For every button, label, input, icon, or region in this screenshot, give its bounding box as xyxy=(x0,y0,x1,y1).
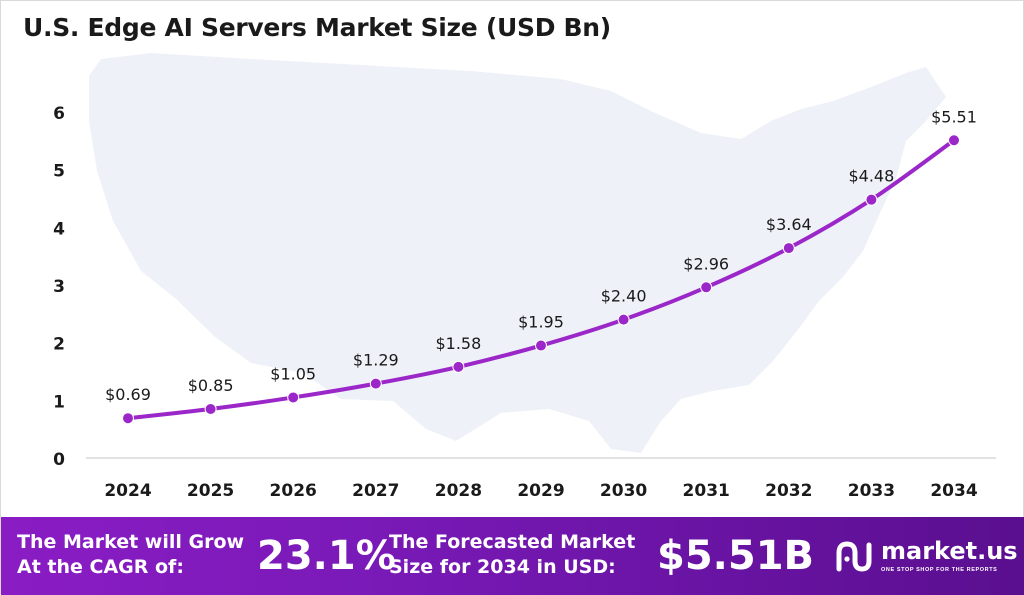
data-label: $0.69 xyxy=(105,385,151,404)
data-point xyxy=(865,193,878,206)
brand-name: market.us xyxy=(881,537,1018,565)
data-point xyxy=(700,281,713,294)
data-point xyxy=(204,402,217,415)
data-label: $5.51 xyxy=(931,107,977,126)
data-point xyxy=(782,242,795,255)
x-tick-label: 2033 xyxy=(848,481,895,501)
brand-tagline: ONE STOP SHOP FOR THE REPORTS xyxy=(881,567,998,573)
y-tick-label: 0 xyxy=(53,450,65,470)
chart-title: U.S. Edge AI Servers Market Size (USD Bn… xyxy=(23,13,611,42)
cagr-value: 23.1% xyxy=(257,533,396,579)
data-label: $1.29 xyxy=(353,351,399,370)
data-label: $1.95 xyxy=(518,313,564,332)
x-tick-label: 2032 xyxy=(765,481,812,501)
x-tick-label: 2024 xyxy=(104,481,151,501)
x-tick-label: 2029 xyxy=(517,481,564,501)
brand-logo[interactable]: market.us ONE STOP SHOP FOR THE REPORTS xyxy=(835,537,1021,581)
data-label: $2.40 xyxy=(601,287,647,306)
x-tick-label: 2026 xyxy=(270,481,317,501)
x-tick-label: 2030 xyxy=(600,481,647,501)
y-tick-label: 4 xyxy=(53,219,65,239)
usa-map-background xyxy=(89,53,946,453)
y-tick-label: 5 xyxy=(53,162,65,182)
y-tick-label: 6 xyxy=(53,104,65,124)
data-label: $4.48 xyxy=(848,167,894,186)
data-point xyxy=(948,134,960,147)
x-tick-label: 2034 xyxy=(930,481,977,501)
y-tick-label: 1 xyxy=(53,392,65,412)
y-tick-label: 3 xyxy=(53,277,65,297)
forecast-label: The Forecasted Market Size for 2034 in U… xyxy=(389,531,636,578)
data-point xyxy=(617,313,630,326)
data-label: $2.96 xyxy=(683,254,729,273)
data-label: $0.85 xyxy=(188,376,234,395)
x-tick-label: 2031 xyxy=(683,481,730,501)
x-tick-label: 2028 xyxy=(435,481,482,501)
cagr-label: The Market will Grow At the CAGR of: xyxy=(17,531,245,578)
footer-banner: The Market will Grow At the CAGR of: 23.… xyxy=(1,517,1024,595)
forecast-value: $5.51B xyxy=(657,533,815,579)
data-label: $3.64 xyxy=(766,215,812,234)
data-point xyxy=(369,377,382,390)
data-point xyxy=(535,339,547,352)
data-label: $1.05 xyxy=(270,364,316,383)
data-point xyxy=(452,360,465,373)
x-tick-label: 2027 xyxy=(352,481,399,501)
x-tick-label: 2025 xyxy=(187,481,234,501)
data-point xyxy=(287,391,300,404)
data-point xyxy=(122,412,134,425)
line-chart: 0 1 2 3 4 5 6 2024 2025 2026 2027 2028 2029 2030 2031 2… xyxy=(53,53,996,501)
data-label: $1.58 xyxy=(435,334,481,353)
y-tick-label: 2 xyxy=(53,335,65,355)
market-us-logo-icon xyxy=(836,541,872,572)
